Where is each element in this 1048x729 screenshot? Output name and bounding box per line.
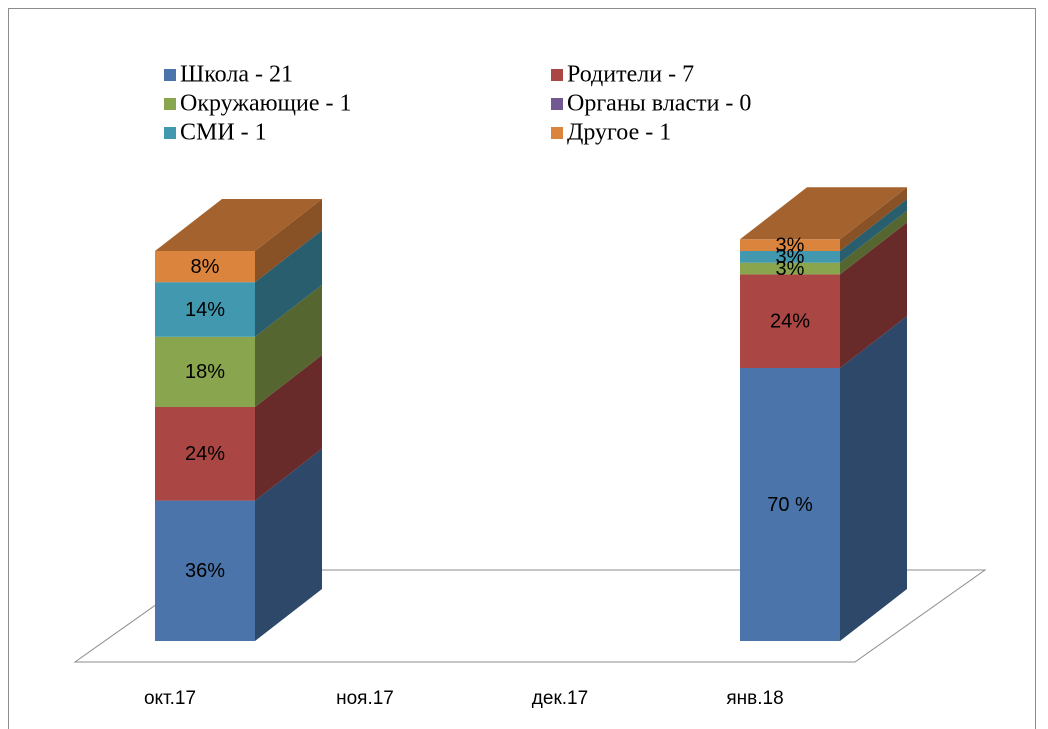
x-tick-label: окт.17 <box>144 688 196 709</box>
bar <box>155 500 255 641</box>
bar-side <box>840 222 907 368</box>
bar <box>155 407 255 501</box>
legend-swatch <box>551 98 563 110</box>
bar-side <box>840 187 907 251</box>
bar <box>740 251 840 263</box>
bar <box>740 274 840 368</box>
legend-label: Другое - 1 <box>567 120 671 146</box>
data-label: 3% <box>776 258 805 280</box>
legend-swatch <box>551 127 563 139</box>
legend-label: СМИ - 1 <box>180 120 267 146</box>
data-label: 8% <box>191 256 220 278</box>
data-label: 18% <box>185 361 225 383</box>
legend-swatch <box>164 98 176 110</box>
data-label: 3% <box>776 246 805 268</box>
data-label: 14% <box>185 299 225 321</box>
bar <box>740 239 840 251</box>
legend-label: Органы власти - 0 <box>567 91 751 117</box>
bar <box>740 262 840 275</box>
bar-side <box>255 355 322 501</box>
legend-swatch <box>551 69 563 81</box>
data-label: 70 % <box>767 494 813 516</box>
legend-label: Школа - 21 <box>180 62 293 88</box>
bar <box>740 368 840 641</box>
x-tick-label: дек.17 <box>532 688 588 709</box>
bar-side <box>840 199 907 263</box>
data-label: 24% <box>185 443 225 465</box>
bar-side <box>255 284 322 407</box>
bar <box>155 282 255 337</box>
legend-swatch <box>164 127 176 139</box>
legend-swatch <box>164 69 176 81</box>
bar-top <box>155 199 322 251</box>
bar-side <box>255 230 322 337</box>
bar-top <box>740 187 907 240</box>
data-label: 24% <box>770 310 810 332</box>
legend-label: Родители - 7 <box>567 62 694 88</box>
bar-side <box>840 316 907 641</box>
bar <box>155 336 255 407</box>
bar-side <box>255 448 322 641</box>
data-label: 36% <box>185 560 225 582</box>
bar-side <box>840 210 907 275</box>
x-tick-label: янв.18 <box>726 688 783 709</box>
x-tick-label: ноя.17 <box>336 688 394 709</box>
legend-label: Окружающие - 1 <box>180 91 352 117</box>
bar <box>155 251 255 283</box>
data-label: 3% <box>776 234 805 256</box>
bar-side <box>255 199 322 283</box>
